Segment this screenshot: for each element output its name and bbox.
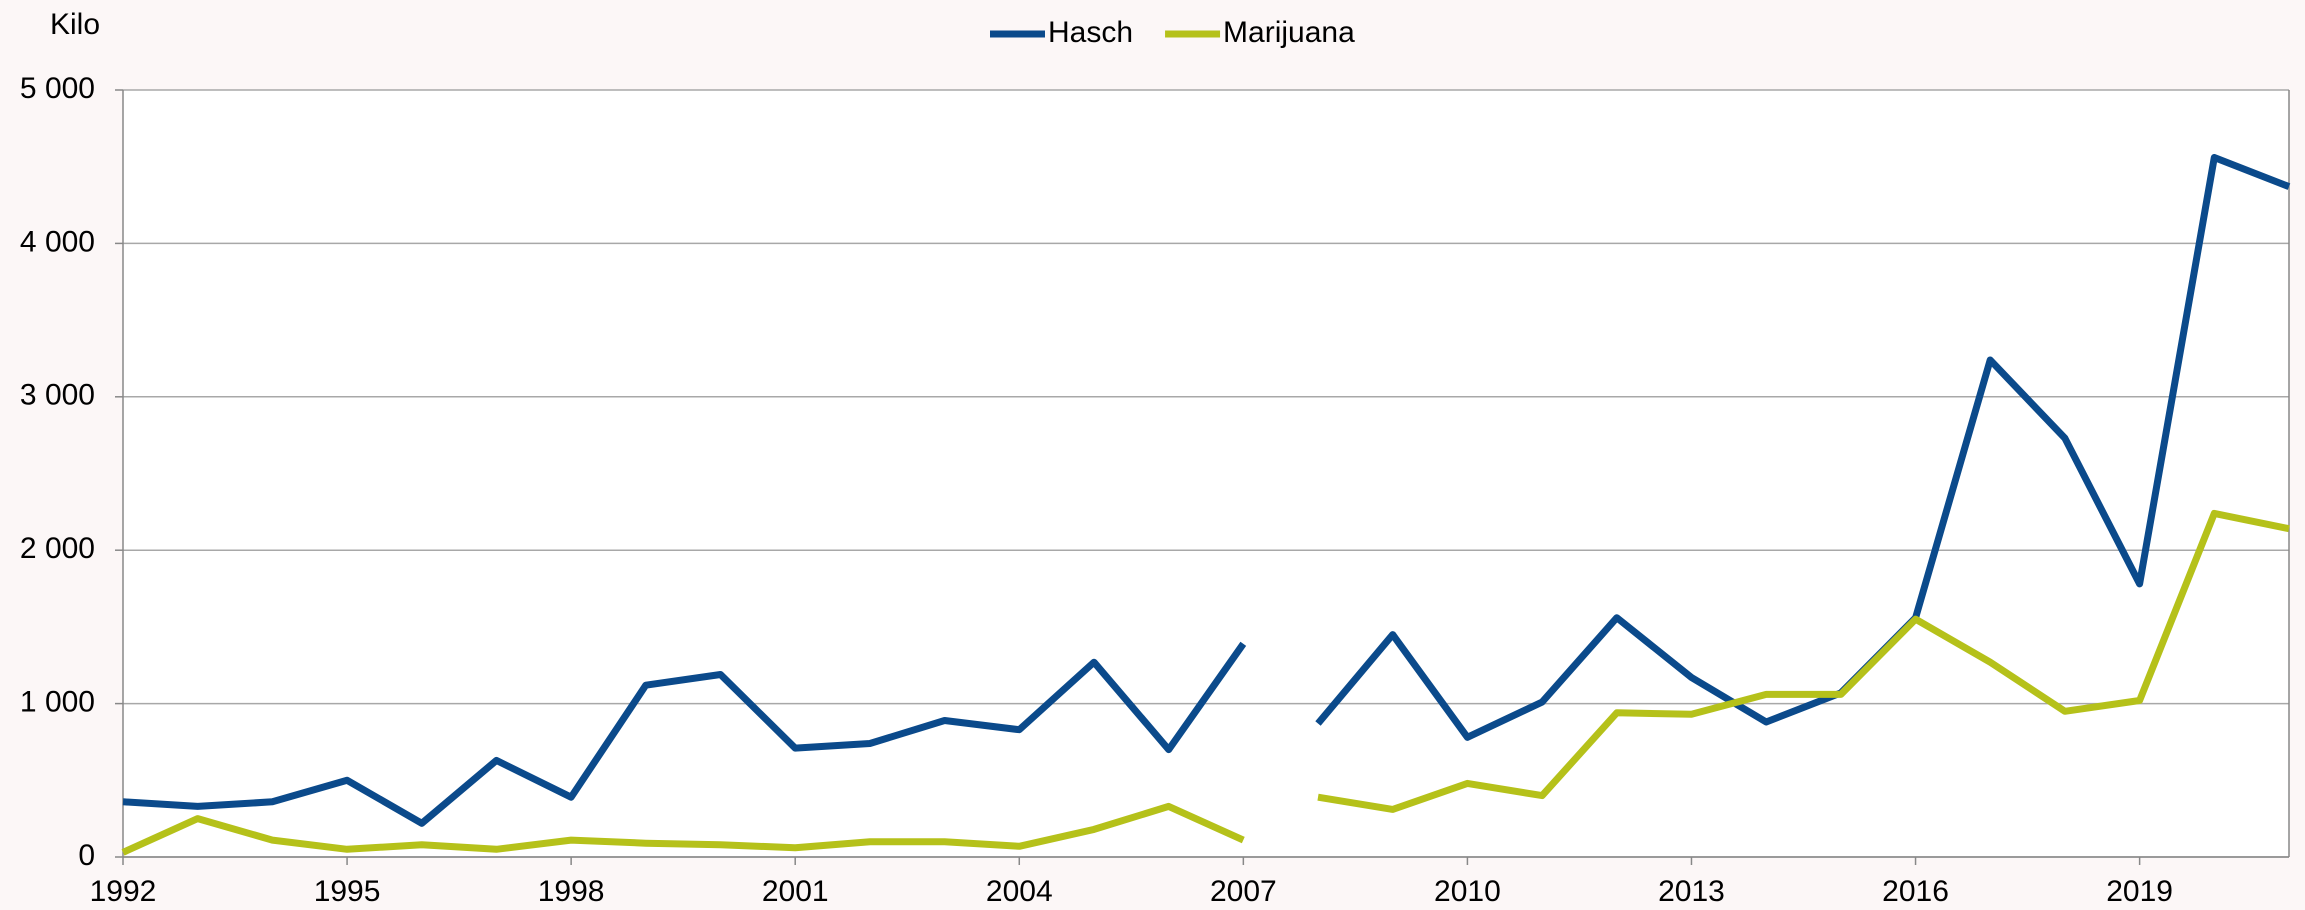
- x-tick-label: 2001: [762, 875, 829, 908]
- x-tick-label: 2019: [2106, 875, 2173, 908]
- plot-area: [123, 90, 2289, 857]
- y-tick-label: 1 000: [20, 686, 95, 719]
- x-tick-label: 2004: [986, 875, 1053, 908]
- x-tick-label: 2010: [1434, 875, 1501, 908]
- series-line: [121, 509, 2290, 856]
- y-tick-label: 2 000: [20, 532, 95, 565]
- y-tick-label: 3 000: [20, 379, 95, 412]
- y-tick-label: 0: [78, 839, 95, 872]
- x-tick-label: 1992: [90, 875, 157, 908]
- legend-label: Marijuana: [1223, 16, 1355, 49]
- legend-label: Hasch: [1048, 16, 1133, 49]
- y-tick-label: 5 000: [20, 72, 95, 105]
- x-tick-label: 2013: [1658, 875, 1725, 908]
- series-line: [122, 154, 2291, 827]
- x-tick-label: 2007: [1210, 875, 1277, 908]
- x-tick-label: 1998: [538, 875, 605, 908]
- y-axis-label: Kilo: [50, 8, 100, 41]
- y-tick-label: 4 000: [20, 225, 95, 258]
- x-tick-label: 1995: [314, 875, 381, 908]
- x-tick-label: 2016: [1882, 875, 1949, 908]
